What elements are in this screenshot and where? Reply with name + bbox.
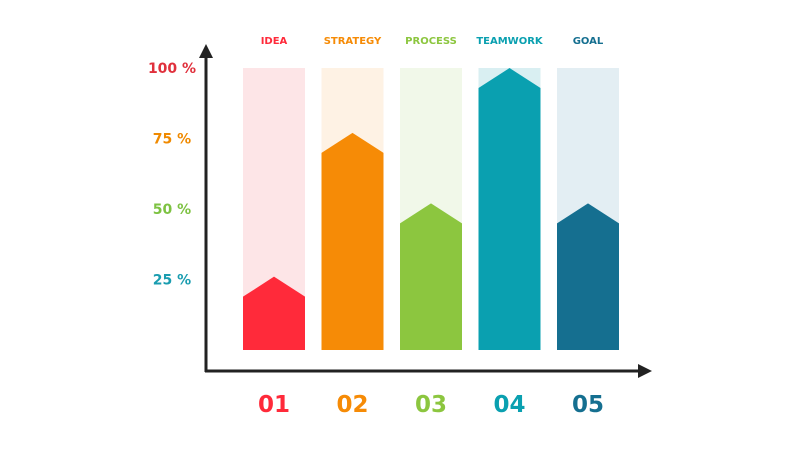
bar-goal: [557, 203, 619, 350]
bar-number-label: 03: [415, 392, 447, 418]
y-tick-label: 25 %: [153, 273, 191, 289]
bar-number-label: 04: [493, 392, 525, 418]
y-tick-label: 75 %: [153, 132, 191, 148]
y-axis-arrow-icon: [199, 44, 213, 58]
bar-number-label: 05: [572, 392, 604, 418]
y-tick-label: 50 %: [153, 202, 191, 218]
bar-idea: [243, 276, 305, 350]
x-axis-arrow-icon: [638, 364, 652, 378]
y-tick-label: 100 %: [148, 61, 196, 77]
bar-number-label: 02: [336, 392, 368, 418]
bar-strategy: [321, 132, 384, 350]
category-label: STRATEGY: [324, 36, 382, 47]
bar-number-label: 01: [258, 392, 290, 418]
category-label: GOAL: [573, 36, 604, 47]
bar-teamwork: [478, 68, 541, 350]
category-label: IDEA: [261, 36, 288, 47]
category-label: TEAMWORK: [476, 36, 544, 47]
bar-process: [400, 203, 462, 350]
category-label: PROCESS: [405, 36, 457, 47]
